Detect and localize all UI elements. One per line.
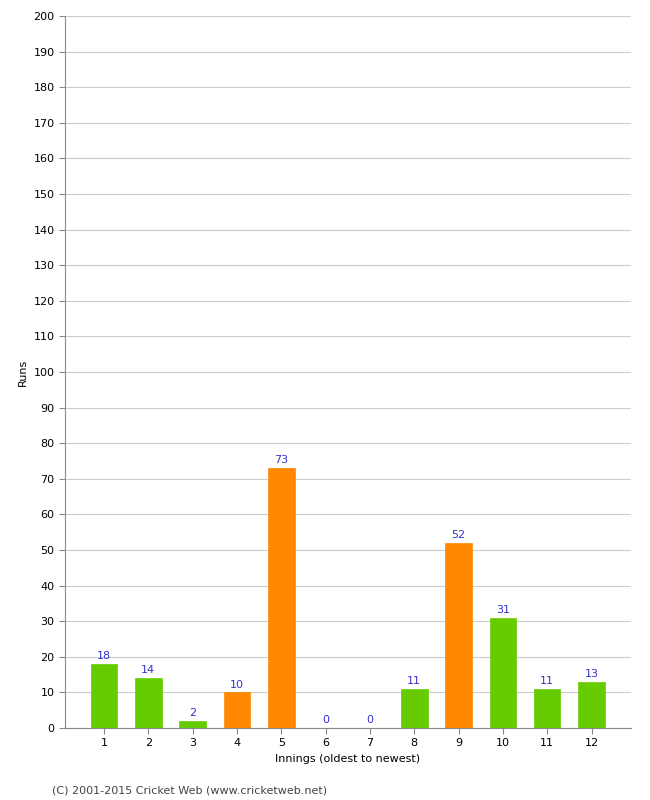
Text: 14: 14 bbox=[141, 666, 155, 675]
X-axis label: Innings (oldest to newest): Innings (oldest to newest) bbox=[275, 754, 421, 764]
Bar bbox=[534, 689, 560, 728]
Y-axis label: Runs: Runs bbox=[18, 358, 28, 386]
Text: (C) 2001-2015 Cricket Web (www.cricketweb.net): (C) 2001-2015 Cricket Web (www.cricketwe… bbox=[52, 786, 327, 795]
Bar bbox=[445, 543, 472, 728]
Text: 11: 11 bbox=[408, 676, 421, 686]
Text: 73: 73 bbox=[274, 455, 289, 466]
Text: 11: 11 bbox=[540, 676, 554, 686]
Text: 0: 0 bbox=[367, 715, 373, 725]
Text: 52: 52 bbox=[452, 530, 465, 540]
Text: 2: 2 bbox=[189, 708, 196, 718]
Bar bbox=[401, 689, 428, 728]
Text: 0: 0 bbox=[322, 715, 329, 725]
Bar bbox=[268, 468, 294, 728]
Bar bbox=[224, 693, 250, 728]
Bar bbox=[489, 618, 516, 728]
Text: 13: 13 bbox=[584, 669, 599, 679]
Bar bbox=[179, 721, 206, 728]
Bar bbox=[135, 678, 162, 728]
Text: 18: 18 bbox=[97, 651, 111, 661]
Text: 31: 31 bbox=[496, 605, 510, 614]
Bar bbox=[91, 664, 117, 728]
Bar bbox=[578, 682, 604, 728]
Text: 10: 10 bbox=[230, 679, 244, 690]
